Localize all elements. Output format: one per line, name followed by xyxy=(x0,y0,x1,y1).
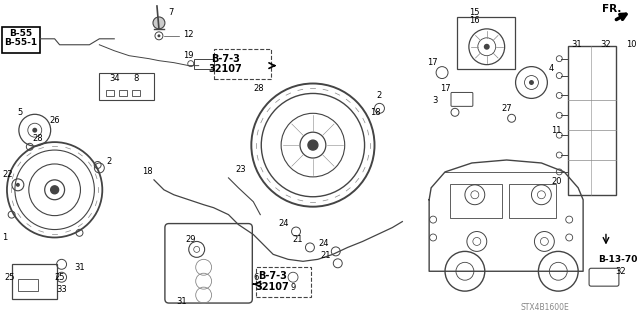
Text: 17: 17 xyxy=(427,58,437,67)
Text: 18: 18 xyxy=(370,108,381,117)
Text: B-55: B-55 xyxy=(10,29,33,38)
Text: 17: 17 xyxy=(440,84,451,93)
Text: 33: 33 xyxy=(56,285,67,293)
Text: 23: 23 xyxy=(235,166,246,174)
Text: B-13-70: B-13-70 xyxy=(598,255,637,264)
Text: 7: 7 xyxy=(168,9,173,18)
Text: 28: 28 xyxy=(253,84,264,93)
Text: 21: 21 xyxy=(321,251,331,260)
Text: 16: 16 xyxy=(470,16,480,26)
Text: 24: 24 xyxy=(319,239,329,248)
Text: 31: 31 xyxy=(177,297,187,306)
Text: 28: 28 xyxy=(33,134,43,143)
Text: 34: 34 xyxy=(109,74,120,83)
Text: 2: 2 xyxy=(377,91,382,100)
Text: 5: 5 xyxy=(17,108,22,117)
Bar xyxy=(194,59,214,69)
Text: 32107: 32107 xyxy=(209,63,243,74)
Circle shape xyxy=(529,80,534,85)
Text: 4: 4 xyxy=(548,64,554,73)
Text: 29: 29 xyxy=(186,235,196,244)
Text: 32: 32 xyxy=(601,40,611,49)
Circle shape xyxy=(51,186,59,194)
Text: 18: 18 xyxy=(141,167,152,176)
Text: 6: 6 xyxy=(253,273,259,282)
Text: 11: 11 xyxy=(551,126,561,135)
Bar xyxy=(450,184,502,218)
Text: 8: 8 xyxy=(133,74,139,83)
Text: 27: 27 xyxy=(501,104,512,113)
Circle shape xyxy=(16,183,20,187)
Text: 21: 21 xyxy=(292,235,303,244)
Bar xyxy=(214,49,271,78)
Bar xyxy=(106,91,115,96)
Bar xyxy=(568,46,616,195)
Bar xyxy=(509,184,556,218)
Bar xyxy=(132,91,140,96)
Text: 10: 10 xyxy=(627,40,637,49)
Text: 26: 26 xyxy=(49,116,60,125)
Text: 9: 9 xyxy=(291,283,296,292)
Bar xyxy=(119,91,127,96)
Text: 22: 22 xyxy=(3,170,13,179)
Text: B-55-1: B-55-1 xyxy=(4,38,37,47)
Text: 12: 12 xyxy=(184,30,194,39)
Circle shape xyxy=(484,44,490,50)
Text: 19: 19 xyxy=(184,51,194,60)
Text: 25: 25 xyxy=(54,273,65,282)
Text: 24: 24 xyxy=(279,219,289,228)
Text: 20: 20 xyxy=(551,177,561,186)
Circle shape xyxy=(308,140,318,150)
Text: B-7-3: B-7-3 xyxy=(258,271,287,281)
Bar xyxy=(12,264,56,299)
Text: STX4B1600E: STX4B1600E xyxy=(520,302,569,312)
Bar xyxy=(99,73,154,100)
Text: 32: 32 xyxy=(616,267,626,276)
Bar xyxy=(18,279,38,291)
Text: 1: 1 xyxy=(3,233,8,242)
Text: 15: 15 xyxy=(470,9,480,18)
Text: 2: 2 xyxy=(107,158,112,167)
Bar xyxy=(2,27,40,53)
Text: 25: 25 xyxy=(4,273,15,282)
Bar xyxy=(457,17,515,69)
Circle shape xyxy=(153,17,165,29)
Circle shape xyxy=(157,34,161,37)
Text: B-7-3: B-7-3 xyxy=(211,54,240,64)
Text: 31: 31 xyxy=(74,263,84,272)
Text: 32107: 32107 xyxy=(255,282,289,292)
Text: 31: 31 xyxy=(571,40,582,49)
Circle shape xyxy=(32,128,37,133)
Text: 3: 3 xyxy=(433,96,438,105)
Bar xyxy=(256,267,311,297)
Text: FR.: FR. xyxy=(602,4,621,14)
